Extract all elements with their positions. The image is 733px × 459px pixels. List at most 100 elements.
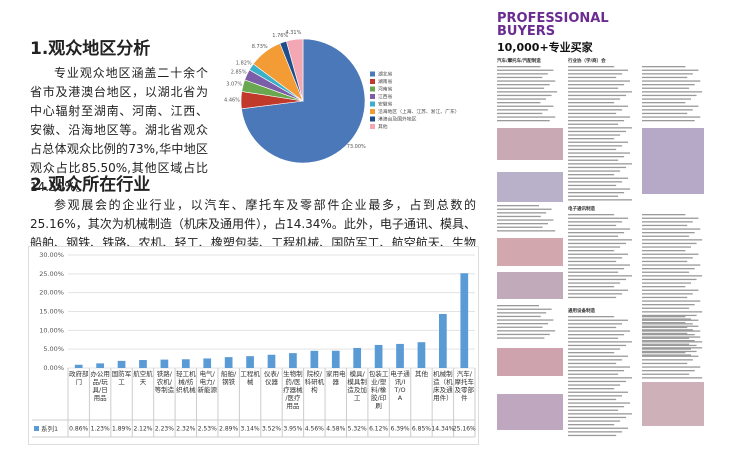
fine-print (642, 330, 701, 332)
fine-print (497, 326, 543, 328)
fine-print (642, 350, 697, 353)
x-tick-label: 电子通讯/I T/O A (390, 369, 410, 402)
fine-print (568, 275, 633, 277)
y-tick-label: 30.00% (39, 251, 64, 259)
fine-print (642, 340, 695, 342)
bar (331, 350, 340, 368)
fine-print (568, 388, 615, 390)
bar (74, 364, 83, 368)
fine-print (497, 230, 556, 232)
fine-print (642, 109, 693, 111)
fine-print (568, 228, 631, 230)
fine-print (568, 409, 619, 411)
fine-print (642, 264, 701, 266)
fine-print (568, 232, 625, 234)
x-tick-label: 办公用品/玩具/日用品 (90, 369, 110, 402)
legend-swatch (370, 101, 375, 107)
fine-print (642, 94, 697, 97)
fine-print (497, 84, 550, 86)
fine-print (642, 268, 695, 270)
fine-print (642, 66, 686, 68)
fine-print (642, 112, 688, 115)
fine-print (642, 311, 703, 313)
fine-print (642, 257, 693, 259)
fine-print (568, 152, 631, 154)
fine-print (497, 94, 552, 97)
fine-print (642, 316, 686, 318)
fine-print (642, 348, 691, 350)
subtitle: 10,000+专业买家 (497, 40, 594, 54)
legend-label: 其他 (378, 123, 388, 130)
fine-print (642, 296, 688, 299)
x-tick-label: 生物制药/医疗器械/医疗用品 (283, 369, 303, 410)
bar (96, 363, 104, 368)
fine-print (568, 224, 617, 227)
fine-print (497, 116, 556, 118)
value-label: 2.53% (198, 426, 217, 433)
fine-print (642, 332, 688, 335)
fine-print (642, 282, 691, 284)
x-tick-label: 航空航天 (133, 369, 153, 386)
fine-print (642, 359, 693, 361)
fine-print (642, 326, 688, 329)
fine-print (642, 352, 686, 354)
fine-print (497, 205, 539, 207)
y-tick-label: 15.00% (39, 308, 64, 316)
fine-print (642, 98, 691, 100)
fine-print (642, 354, 691, 356)
value-label: 1.23% (91, 426, 110, 433)
fine-print (642, 239, 703, 241)
fine-print (642, 289, 699, 291)
fine-print (568, 134, 621, 136)
slice-label: 1.82% (236, 60, 252, 66)
fine-print (568, 413, 633, 415)
slice-label: 8.73% (252, 44, 268, 50)
fine-print (568, 373, 619, 375)
fine-print (642, 366, 701, 368)
legend-label: 江西省 (378, 93, 393, 100)
fine-print (642, 260, 688, 263)
x-tick-label: 铁路/农机/等制造 (155, 369, 175, 394)
fine-print (568, 76, 617, 79)
fine-print (568, 348, 621, 350)
fine-print (642, 253, 699, 255)
fine-print (642, 250, 686, 252)
fine-print (568, 344, 627, 347)
fine-print (568, 112, 617, 115)
fine-print (568, 73, 623, 75)
fine-print (568, 420, 621, 422)
photo (497, 238, 563, 266)
x-tick-label: 工程机械 (240, 369, 260, 386)
bar (117, 360, 126, 368)
bar (310, 350, 319, 368)
fine-print (568, 177, 629, 179)
fine-print (568, 330, 631, 332)
legend-swatch (370, 94, 375, 99)
fine-print (642, 347, 703, 349)
fine-print (642, 314, 697, 317)
legend-swatch (34, 426, 39, 431)
fine-print (568, 341, 633, 343)
bar (417, 342, 426, 368)
fine-print (642, 217, 699, 219)
fine-print (568, 217, 629, 219)
y-tick-label: 25.00% (39, 270, 64, 278)
fine-print (642, 336, 701, 338)
x-tick-label: 轻工机械/纺织机械 (176, 369, 196, 394)
bar (396, 343, 404, 368)
bar (353, 347, 362, 368)
legend-label: 湖南省 (378, 78, 393, 85)
value-label: 2.12% (133, 426, 152, 433)
x-tick-label: 电气/电力/新能源 (197, 369, 217, 394)
fine-print (497, 323, 548, 325)
column-header: 电子通讯制造 (568, 205, 595, 212)
fine-print (497, 312, 547, 314)
pie-chart: 73.00% 4.46% 3.07% 2.85% 1.82% 8.73% 1.76%4.31… (224, 30, 460, 164)
fine-print (642, 73, 693, 75)
fine-print (568, 427, 629, 429)
fine-print (497, 333, 550, 336)
fine-print (568, 120, 625, 122)
bar (267, 354, 276, 368)
fine-print (642, 323, 693, 325)
